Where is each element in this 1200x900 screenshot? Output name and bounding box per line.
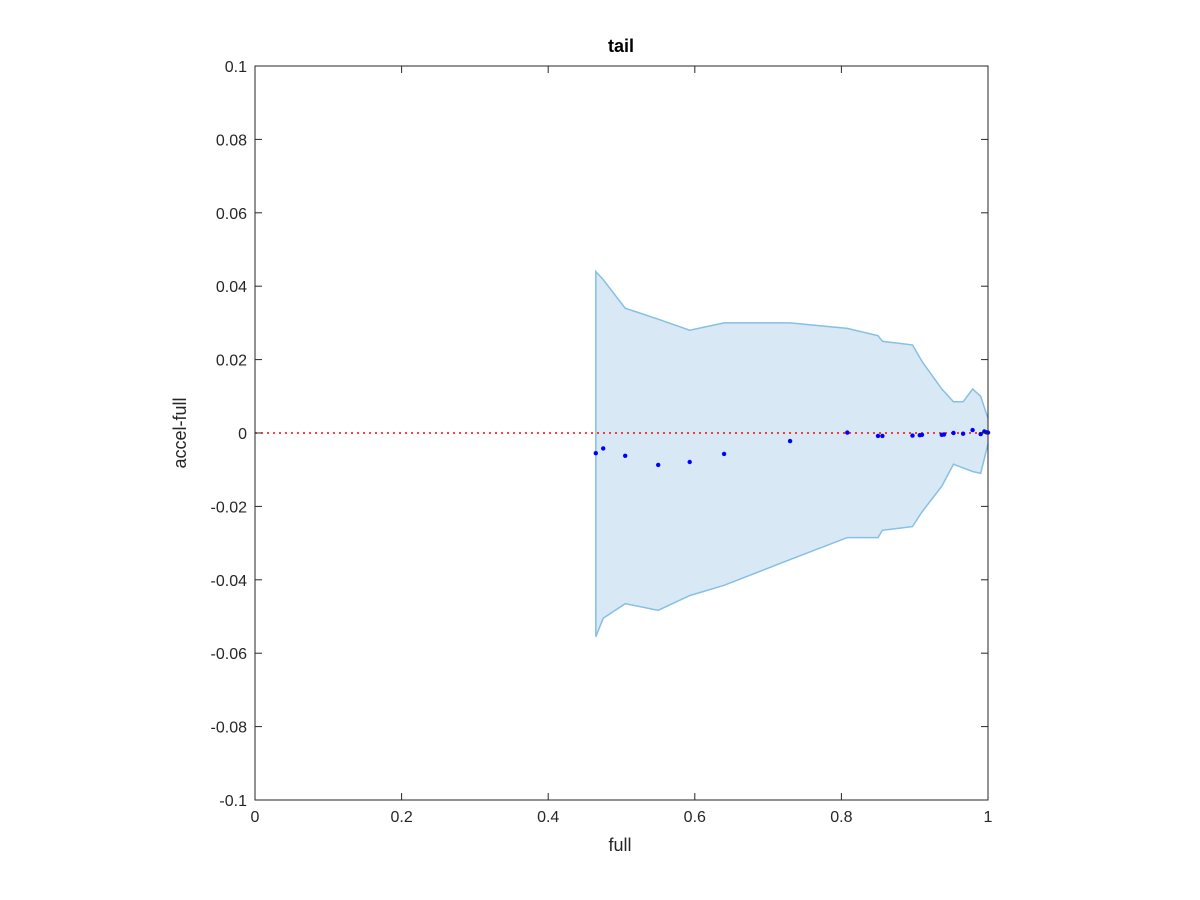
y-axis-label: accel-full (170, 397, 190, 468)
data-point (875, 433, 881, 439)
x-tick-label: 0 (251, 809, 260, 826)
data-point (880, 433, 885, 439)
y-tick-label: 0.1 (225, 59, 247, 76)
data-point (910, 433, 915, 438)
data-point (687, 459, 692, 465)
data-point (951, 430, 956, 436)
plot-area (255, 269, 991, 637)
y-tick-label: 0.02 (216, 353, 247, 370)
data-point (919, 432, 925, 437)
y-tick-label: 0 (238, 426, 247, 443)
data-point (787, 438, 793, 444)
data-point (593, 451, 598, 456)
uncertainty-band (595, 271, 988, 637)
y-tick-label: -0.08 (211, 720, 248, 737)
chart-title: tail (608, 36, 634, 56)
y-tick-label: -0.06 (211, 646, 248, 663)
y-tick-label: -0.02 (211, 499, 248, 516)
band-upper-edge (595, 269, 989, 637)
data-point (656, 462, 661, 468)
y-axis-ticks: 0.1 0.08 0.06 0.04 0.02 0 -0.02 -0.04 -0.06 -0.08… (211, 59, 988, 810)
y-tick-label: -0.04 (211, 573, 248, 590)
x-tick-label: 0.6 (684, 809, 706, 826)
y-tick-label: 0.04 (216, 279, 247, 296)
data-point (721, 451, 727, 457)
x-tick-label: 0.8 (830, 809, 852, 826)
points-layer (593, 427, 991, 468)
data-point (970, 427, 975, 433)
data-point (941, 432, 947, 437)
y-tick-label: -0.1 (219, 793, 247, 810)
data-point (623, 453, 628, 458)
x-tick-label: 1 (984, 809, 993, 826)
band-lower-edge (595, 443, 989, 637)
y-tick-label: 0.06 (216, 206, 247, 223)
data-point (601, 446, 606, 451)
x-tick-label: 0.4 (537, 809, 559, 826)
y-tick-label: 0.08 (216, 132, 247, 149)
x-axis-label: full (608, 835, 631, 855)
x-axis-ticks: 0 0.2 0.4 0.6 0.8 1 (251, 66, 993, 826)
data-point (960, 431, 966, 436)
data-point (845, 430, 850, 435)
x-tick-label: 0.2 (390, 809, 412, 826)
